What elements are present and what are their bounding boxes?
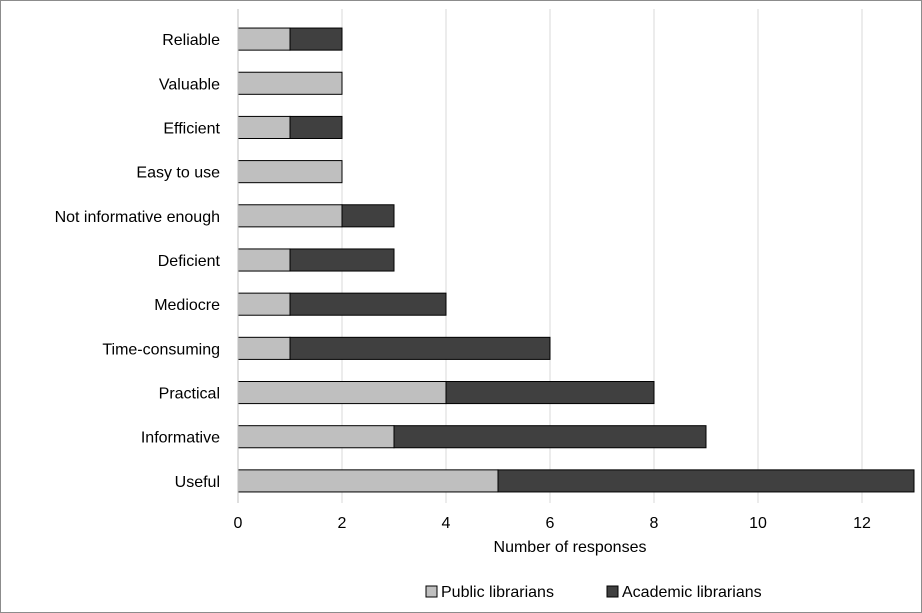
bar-segment-academic [289, 115, 343, 139]
y-tick-label: Not informative enough [55, 209, 220, 226]
bar-segment-public [237, 204, 343, 228]
y-tick-label: Reliable [162, 32, 220, 49]
x-tick-label: 2 [338, 515, 347, 532]
bar-segment-public [237, 27, 291, 51]
x-tick-label: 8 [650, 515, 659, 532]
y-tick-label: Efficient [163, 120, 220, 137]
bar-segment-public [237, 248, 291, 272]
y-axis-ticks: Reliable Valuable Efficient Easy to use Not … [55, 32, 221, 491]
x-tick-label: 10 [749, 515, 767, 532]
x-tick-label: 4 [442, 515, 451, 532]
x-axis-title: Number of responses [494, 539, 647, 556]
x-tick-label: 0 [234, 515, 243, 532]
y-tick-label: Easy to use [136, 165, 220, 182]
x-axis-ticks: 0 2 4 6 8 10 12 [234, 515, 871, 532]
bar-segment-public [237, 469, 499, 493]
bar-segment-public [237, 381, 447, 405]
y-tick-label: Useful [175, 474, 220, 491]
legend: Public librarians Academic librarians [425, 584, 762, 601]
bar-segment-public [237, 115, 291, 139]
bar-segment-academic [445, 381, 655, 405]
legend-label: Public librarians [441, 584, 554, 601]
y-tick-label: Practical [159, 386, 220, 403]
y-tick-label: Informative [141, 430, 220, 447]
bar-segment-academic [289, 248, 395, 272]
bar-segment-academic [289, 336, 551, 360]
legend-swatch [425, 585, 438, 598]
legend-label: Academic librarians [622, 584, 762, 601]
bar-segment-academic [289, 292, 447, 316]
y-tick-label: Valuable [159, 76, 220, 93]
bar-segment-public [237, 292, 291, 316]
y-tick-label: Mediocre [154, 297, 220, 314]
bar-segment-public [237, 71, 343, 95]
bar-segment-academic [289, 27, 343, 51]
x-tick-label: 6 [546, 515, 555, 532]
gridlines [341, 9, 863, 503]
bars [237, 27, 915, 493]
y-tick-label: Deficient [158, 253, 221, 270]
bar-segment-academic [497, 469, 915, 493]
bar-segment-academic [393, 425, 707, 449]
bar-segment-public [237, 336, 291, 360]
x-tick-label: 12 [853, 515, 871, 532]
legend-swatch [606, 585, 619, 598]
bar-segment-academic [341, 204, 395, 228]
bar-segment-public [237, 160, 343, 184]
bar-segment-public [237, 425, 395, 449]
y-tick-label: Time-consuming [102, 341, 220, 358]
